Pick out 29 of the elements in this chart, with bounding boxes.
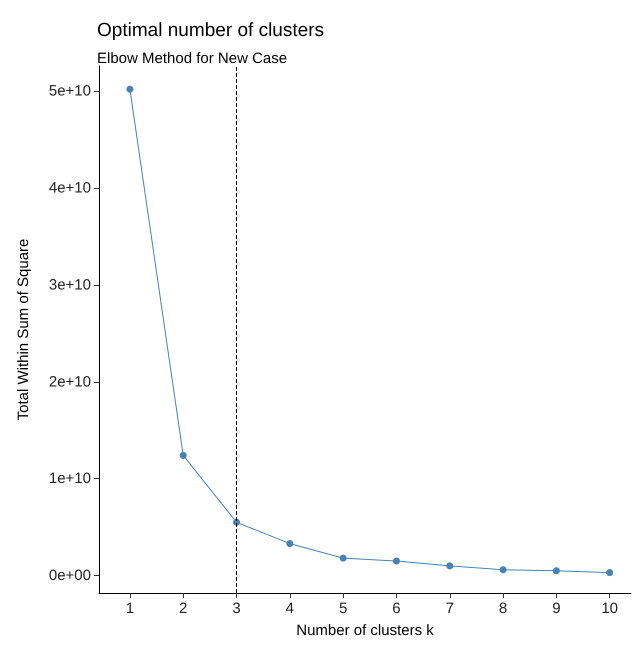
point	[552, 567, 560, 574]
x-tick-label: 4	[286, 600, 294, 617]
x-tick-label: 1	[126, 600, 134, 617]
y-tick-label: 3e+10	[48, 276, 91, 294]
x-axis-title: Number of clusters k	[296, 622, 434, 639]
x-tick-label: 9	[552, 600, 561, 617]
x-tick-label: 3	[232, 600, 241, 617]
point	[392, 558, 400, 565]
y-tick-label: 4e+10	[48, 180, 91, 197]
x-tick-label: 10	[601, 600, 618, 617]
y-tick-label: 2e+10	[48, 373, 91, 390]
y-tick-label: 5e+10	[48, 82, 91, 100]
x-tick-label: 8	[498, 600, 508, 617]
x-tick-label: 7	[446, 600, 454, 617]
point	[286, 540, 294, 548]
y-tick-label: 0e+00	[48, 567, 91, 584]
point	[340, 554, 347, 562]
chart-title: Optimal number of clusters	[97, 20, 324, 41]
x-tick-label: 5	[338, 600, 348, 617]
point	[500, 566, 507, 574]
y-axis-title: Total Within Sum of Square	[15, 238, 32, 420]
x-tick-label: 2	[179, 600, 188, 617]
point	[446, 562, 454, 570]
point	[126, 86, 134, 93]
point	[606, 569, 614, 576]
point	[180, 452, 187, 459]
y-tick-label: 1e+10	[48, 470, 91, 488]
chart-subtitle: Elbow Method for New Case	[97, 50, 288, 67]
x-tick-label: 6	[392, 600, 401, 617]
